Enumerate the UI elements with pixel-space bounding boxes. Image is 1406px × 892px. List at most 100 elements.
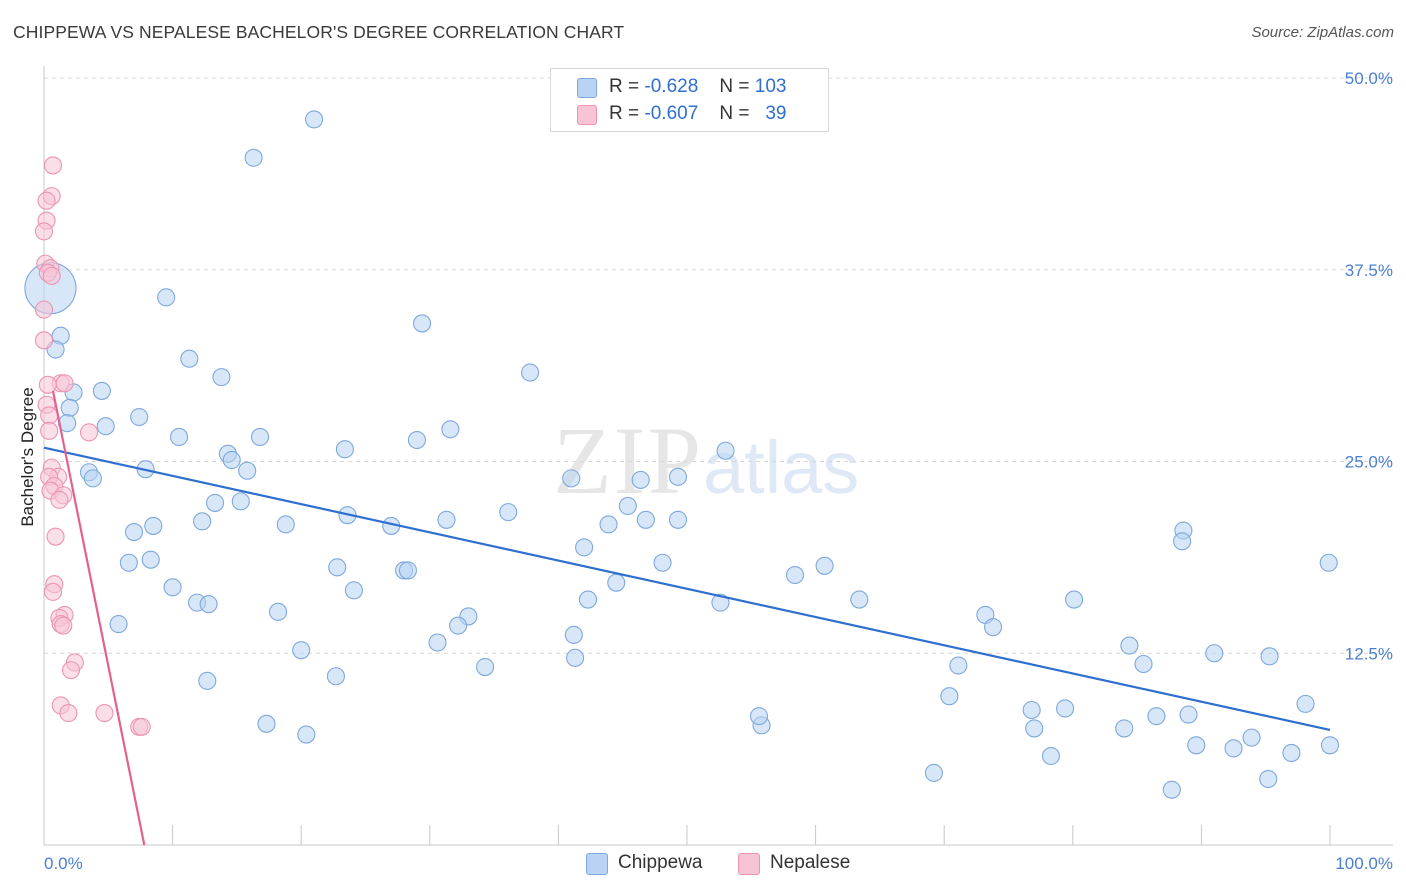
chippewa-point — [850, 590, 869, 609]
legend-stats-chippewa: R = -0.628 N = 103 — [609, 76, 786, 98]
nepalese-point — [40, 421, 59, 440]
nepalese-point — [46, 527, 65, 546]
legend-label-chippewa: Chippewa — [618, 852, 703, 873]
r-label: R = — [609, 76, 640, 97]
chippewa-point — [940, 687, 959, 706]
nepalese-point — [42, 266, 61, 285]
y-tick-label: 12.5% — [1345, 644, 1393, 663]
chippewa-point — [157, 288, 176, 307]
chippewa-point — [562, 469, 581, 488]
chippewa-point — [130, 407, 149, 427]
chippewa-point — [96, 417, 115, 436]
chippewa-point — [169, 427, 189, 447]
chippewa-point — [1259, 769, 1278, 789]
chippewa-point — [499, 503, 518, 522]
chippewa-point — [205, 493, 225, 512]
nepalese-point — [55, 374, 74, 393]
chippewa-point — [578, 590, 598, 609]
chippewa-point — [1022, 700, 1041, 720]
chippewa-point — [193, 512, 212, 531]
chippewa-point — [668, 510, 688, 529]
nepalese-point — [132, 717, 151, 736]
chippewa-point — [1187, 736, 1206, 755]
chippewa-point — [141, 550, 160, 569]
chippewa-point — [119, 553, 138, 572]
chippewa-point — [180, 349, 199, 368]
nepalese-point — [79, 423, 99, 442]
chippewa-point — [1224, 739, 1243, 758]
legend-stats-nepalese: R = -0.607 N = 39 — [609, 103, 786, 125]
chippewa-point — [292, 641, 311, 660]
chippewa-point — [1065, 590, 1084, 609]
chippewa-point — [521, 363, 540, 382]
chippewa-point — [749, 707, 769, 726]
nepalese-point — [34, 222, 54, 241]
chippewa-point — [199, 595, 218, 614]
nepalese-swatch — [577, 105, 597, 125]
chippewa-point — [618, 496, 637, 516]
watermark-atlas: atlas — [703, 426, 860, 509]
chippewa-point — [566, 648, 585, 667]
chippewa-point — [212, 368, 231, 387]
nepalese-points — [34, 156, 151, 736]
chippewa-point — [1320, 736, 1340, 755]
chippewa-point — [815, 556, 834, 575]
chippewa-point — [398, 561, 417, 580]
chippewa-point — [257, 714, 276, 733]
chippewa-point — [60, 398, 79, 417]
y-axis-label: Bachelor's Degree — [18, 387, 37, 526]
chippewa-point — [716, 441, 735, 460]
chippewa-point — [949, 656, 968, 675]
chippewa-point — [476, 658, 495, 677]
nepalese-point — [34, 300, 54, 319]
chippewa-point — [83, 469, 102, 488]
trend-lines — [43, 390, 1331, 846]
chippewa-point — [250, 427, 270, 447]
chippewa-point — [109, 615, 128, 634]
nepalese-point — [34, 331, 54, 350]
nepalese-point — [54, 616, 73, 635]
chippewa-point — [238, 461, 257, 480]
chippewa-point — [1147, 707, 1166, 726]
nepalese-point — [43, 582, 63, 601]
chippewa-point — [305, 110, 324, 129]
chart-title: CHIPPEWA VS NEPALESE BACHELOR'S DEGREE C… — [13, 22, 625, 42]
chippewa-point — [1056, 699, 1075, 718]
nepalese-trend-line — [51, 390, 146, 846]
chippewa-point — [984, 618, 1003, 637]
chippewa-trend-line — [43, 446, 1331, 732]
chippewa-point — [711, 593, 730, 612]
grid-lines — [44, 77, 1393, 654]
nepalese-point — [37, 191, 56, 210]
chippewa-point — [1205, 644, 1224, 663]
chippewa-point — [326, 667, 345, 686]
legend-label-nepalese: Nepalese — [770, 852, 851, 873]
y-tick-labels: 12.5% 25.0% 37.5% 50.0% — [1345, 69, 1393, 663]
chippewa-point — [564, 625, 583, 644]
chippewa-point — [92, 381, 111, 400]
correlation-legend: R = -0.628 N = 103 R = -0.607 N = 39 — [550, 68, 829, 132]
chippewa-point — [441, 420, 460, 439]
chippewa-point — [653, 553, 672, 572]
watermark-zip: ZIP — [553, 407, 703, 514]
chippewa-point — [1296, 694, 1315, 713]
chippewa-point — [1282, 743, 1301, 763]
source-credit: Source: ZipAtlas.com — [1251, 24, 1394, 41]
chippewa-point — [244, 148, 263, 167]
n-label: N = — [719, 103, 750, 124]
series-legend: Chippewa Nepalese — [0, 850, 1406, 880]
nepalese-point — [50, 490, 69, 509]
chippewa-point — [1260, 647, 1279, 666]
chippewa-points — [24, 110, 1340, 799]
chippewa-point — [1173, 532, 1192, 551]
chippewa-point — [1162, 780, 1181, 799]
chippewa-point — [631, 470, 650, 489]
nepalese-point — [59, 704, 78, 723]
chippewa-point — [1115, 719, 1134, 738]
chippewa-point — [607, 573, 626, 592]
chippewa-swatch — [586, 853, 608, 875]
chippewa-point — [1134, 654, 1153, 674]
chippewa-point — [1041, 746, 1060, 766]
nepalese-point — [95, 704, 114, 723]
